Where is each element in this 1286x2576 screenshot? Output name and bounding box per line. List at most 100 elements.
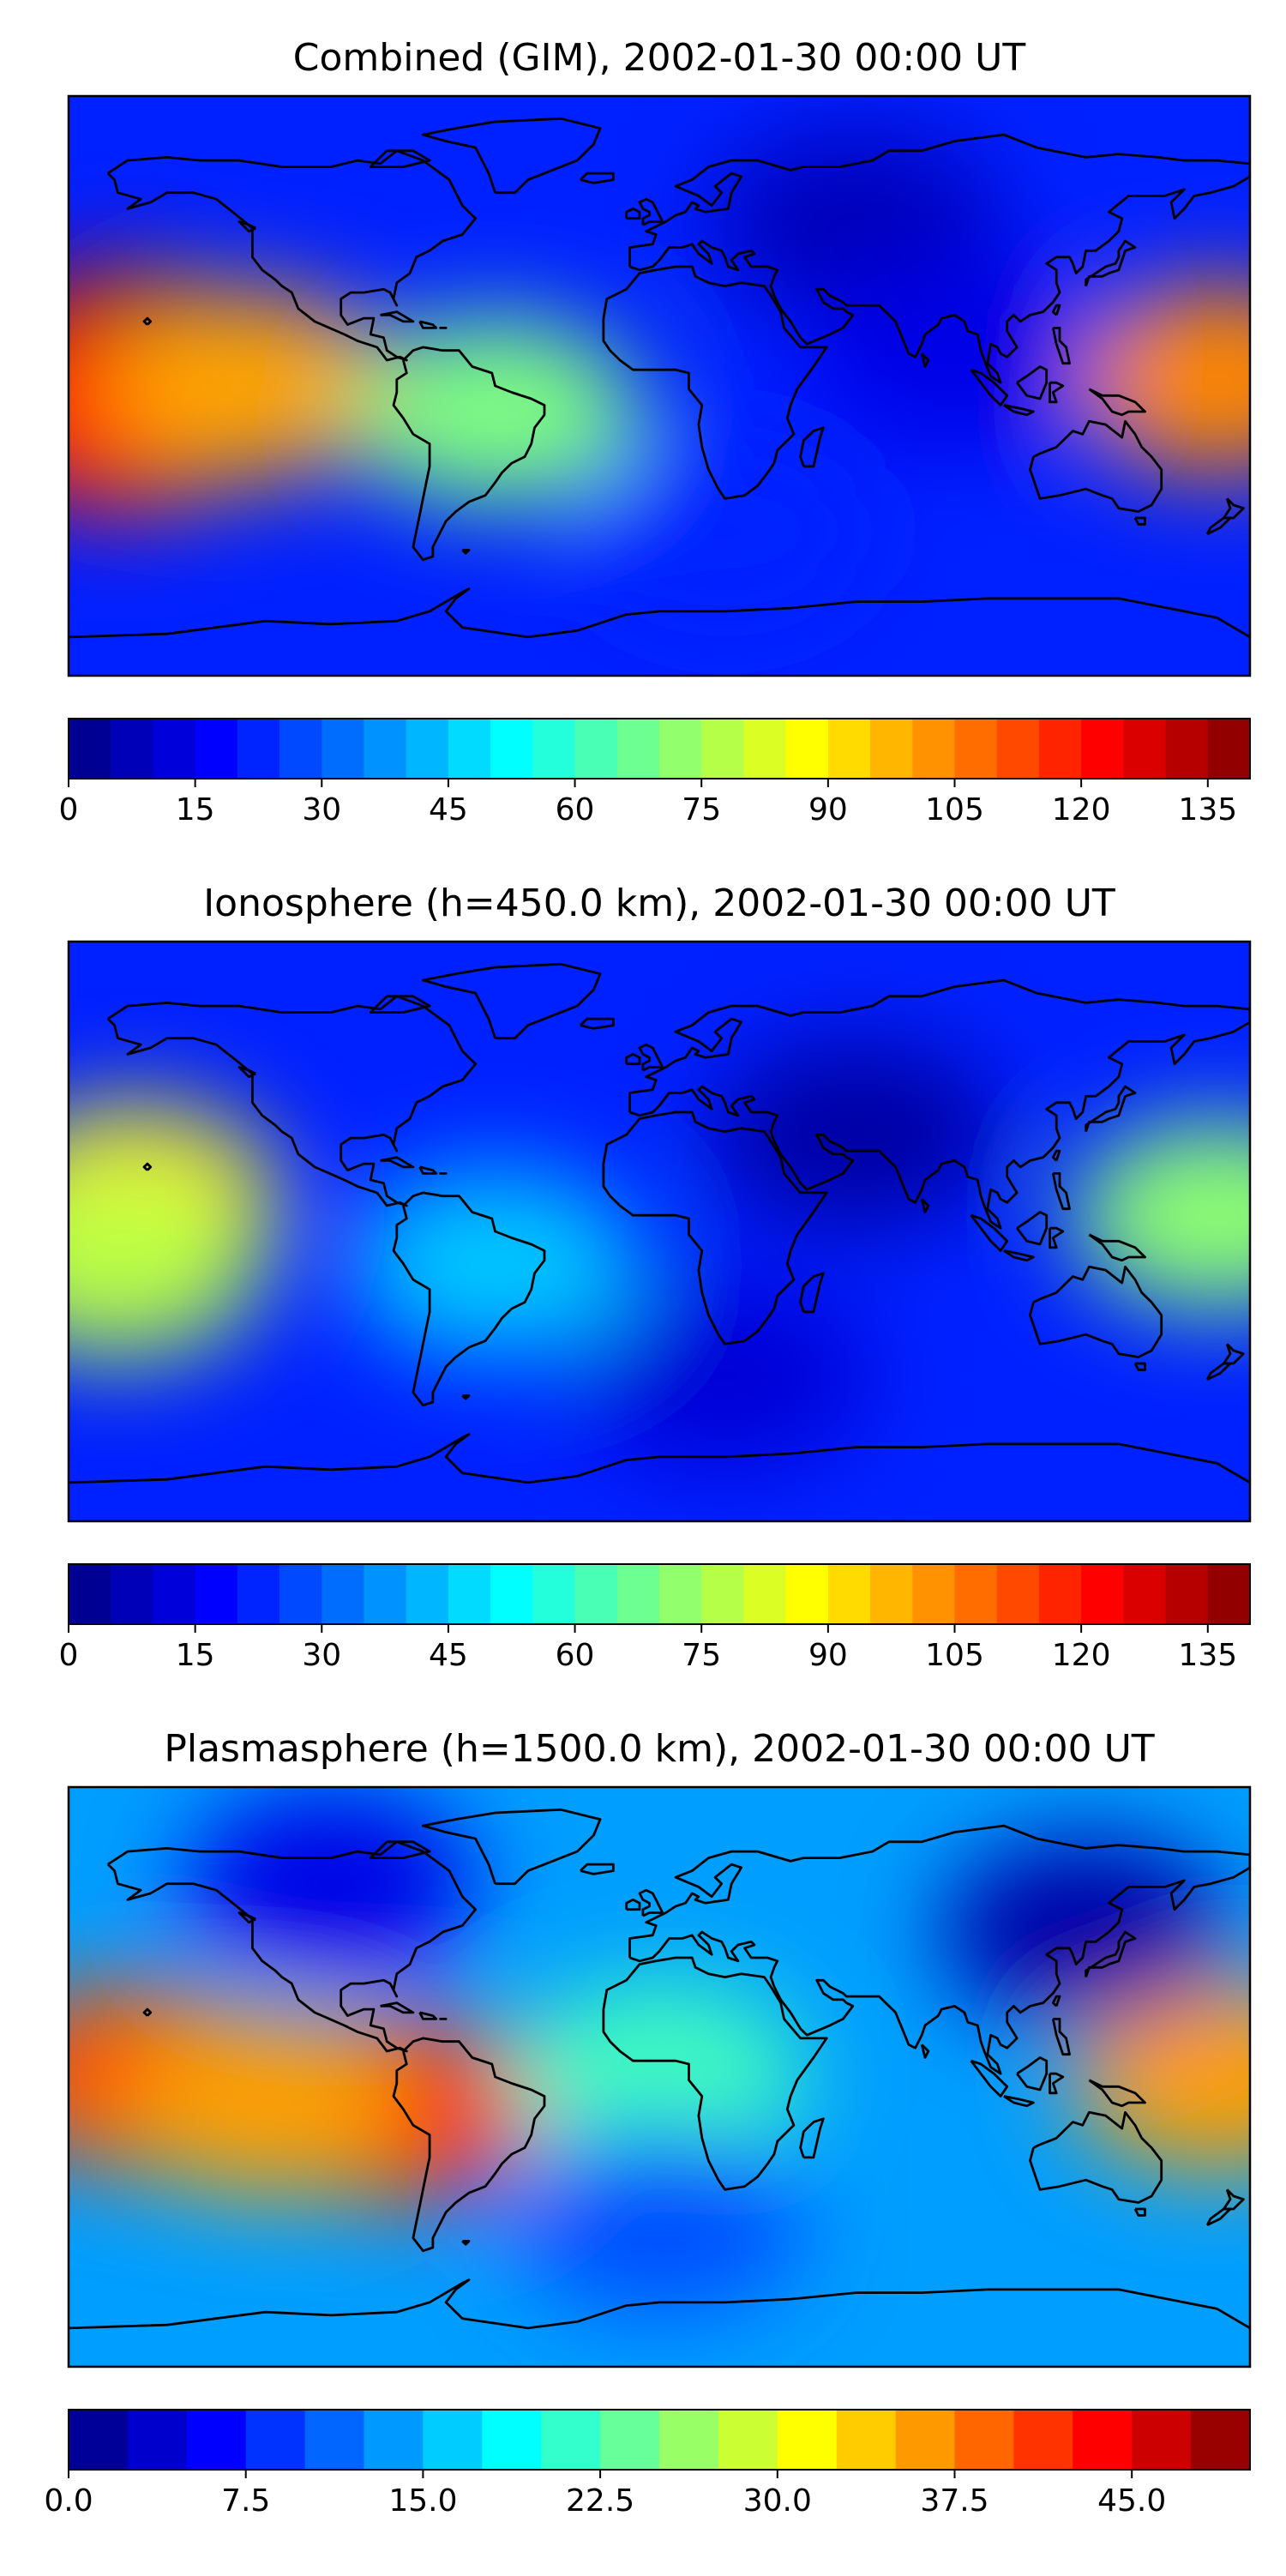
colorbar-swatch [423, 2410, 483, 2470]
coastline [1223, 2188, 1245, 2211]
coastline [638, 197, 664, 226]
coastline [1049, 2072, 1065, 2095]
colorbar-tick-label: 90 [808, 792, 848, 828]
colorbar-swatch [659, 2410, 719, 2470]
coastline [418, 320, 438, 329]
coastline [602, 1956, 828, 2191]
coastline [1133, 1362, 1146, 1371]
coastline [422, 1808, 602, 1886]
field-feature [514, 1983, 805, 2171]
colorbar-swatch [364, 1564, 407, 1624]
coastline [461, 1394, 471, 1400]
colorbar-tick-label: 45 [429, 792, 468, 828]
colorbar-swatch [322, 1564, 365, 1624]
colorbar-tick-label: 15.0 [388, 2483, 457, 2519]
colorbar-tick-label: 30 [302, 792, 341, 828]
coastline [970, 368, 1009, 406]
colorbar-swatch [541, 2410, 601, 2470]
field-feature [514, 2128, 805, 2316]
colorbar-tick-label: 0.0 [44, 2483, 93, 2519]
coastline [1133, 516, 1146, 526]
coastline [69, 1433, 1250, 1484]
colorbar-swatch [1123, 1564, 1167, 1624]
coastline [1016, 2056, 1049, 2091]
colorbar-swatch [836, 2410, 897, 2470]
coastline [392, 1191, 546, 1407]
coastlines [69, 962, 1250, 1484]
colorbar-swatch [304, 2410, 365, 2470]
coastline [1049, 381, 1065, 404]
panel-title: Plasmasphere (h=1500.0 km), 2002-01-30 0… [164, 1727, 1154, 1771]
coastline [1029, 1265, 1163, 1358]
field-feature [579, 1282, 871, 1471]
colorbar-tick-label: 60 [556, 1638, 595, 1673]
colorbar-swatch [69, 1564, 111, 1624]
coastline [1051, 2018, 1071, 2056]
field-feature [349, 1169, 641, 1358]
colorbar-swatch [532, 719, 576, 779]
map-area [69, 1787, 1250, 2367]
colorbar-tick-label: 75 [682, 792, 721, 828]
coastline [69, 2278, 1250, 2330]
colorbar-swatch [322, 719, 365, 779]
coastline [369, 149, 431, 168]
field-feature [940, 1838, 1232, 2026]
coastline [580, 172, 615, 184]
colorbar-swatch [895, 2410, 956, 2470]
coastline [580, 1017, 615, 1030]
colorbar-swatch [1207, 1564, 1251, 1624]
coastline [625, 208, 641, 220]
coastline [392, 2037, 546, 2253]
colorbar-tick-label: 15 [176, 1638, 215, 1673]
map-area [69, 96, 1250, 676]
coastline [970, 2059, 1009, 2098]
coastline [461, 549, 471, 555]
field-feature [710, 1040, 1002, 1230]
coastline [1003, 2095, 1035, 2108]
coastline [628, 133, 1250, 384]
coastline [392, 346, 546, 562]
coastline [920, 352, 930, 368]
panel-title: Ionosphere (h=450.0 km), 2002-01-30 00:0… [203, 882, 1115, 925]
colorbar-tick-label: 105 [925, 792, 984, 828]
colorbar-swatch [364, 2410, 424, 2470]
coastline [1051, 1995, 1061, 2007]
coastline [422, 962, 602, 1040]
coastline [380, 1156, 415, 1169]
coastline [380, 310, 415, 323]
coastline [1029, 419, 1163, 513]
coastline [1003, 1249, 1035, 1262]
colorbar-swatch [1038, 719, 1082, 779]
panel-title: Combined (GIM), 2002-01-30 00:00 UT [293, 36, 1026, 80]
panel-combined: Combined (GIM), 2002-01-30 00:00 UT 0 15 3… [59, 36, 1252, 828]
coastline [638, 1888, 664, 1917]
colorbar-tick-label: 0 [59, 1638, 79, 1673]
heat-field [69, 1787, 1250, 2367]
colorbar-swatch [490, 719, 533, 779]
colorbar-swatch [406, 1564, 449, 1624]
colorbar-swatch [237, 719, 280, 779]
colorbar-swatch [279, 719, 322, 779]
colorbar-tick-label: 120 [1052, 792, 1111, 828]
colorbar-frame [68, 718, 1251, 779]
field-blobs [69, 1040, 1250, 1471]
colorbar: 0 15 30 45 60 75 90 105 120 135 [59, 1563, 1251, 1673]
colorbar-swatch [1165, 719, 1209, 779]
coastline [580, 1863, 615, 1875]
colorbar-swatch [245, 2410, 306, 2470]
colorbar-tick-label: 105 [925, 1638, 984, 1673]
colorbar-swatch [743, 1564, 787, 1624]
colorbar-tick-label: 37.5 [920, 2483, 989, 2519]
colorbar-swatch [912, 719, 956, 779]
coastline [799, 2117, 825, 2159]
colorbar-swatch [279, 1564, 322, 1624]
colorbar-swatch [616, 1564, 660, 1624]
field-feature [185, 1789, 478, 1978]
colorbar-swatch [195, 1564, 238, 1624]
coastline [1029, 2110, 1163, 2204]
coastline [1088, 1233, 1146, 1262]
map-frame [67, 940, 1252, 1523]
colorbar-swatch [785, 719, 829, 779]
colorbar-swatch [1123, 719, 1167, 779]
